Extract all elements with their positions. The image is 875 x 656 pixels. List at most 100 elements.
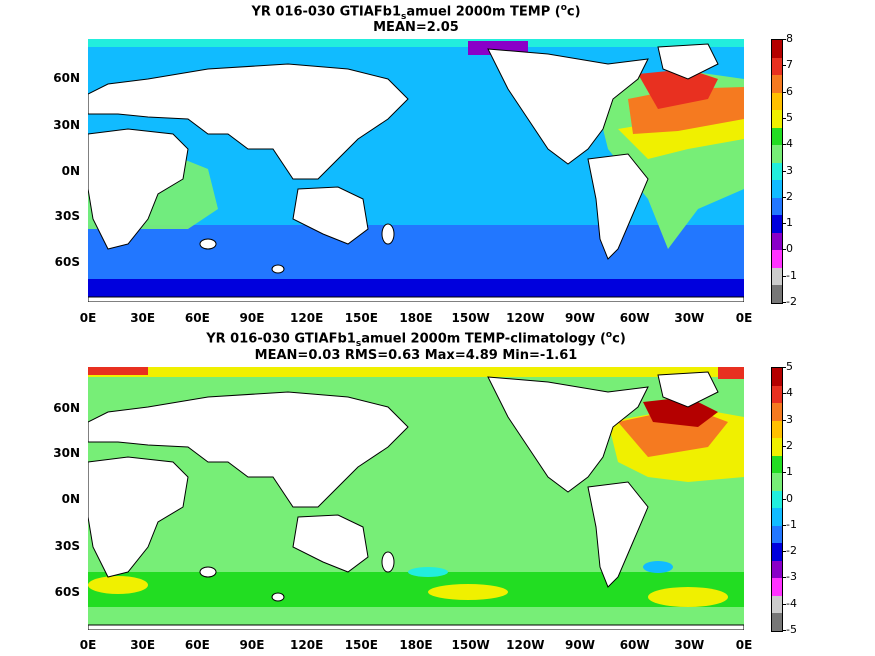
colorbar-tick bbox=[782, 249, 786, 251]
colorbar-tick bbox=[782, 117, 786, 119]
colorbar-swatch bbox=[772, 420, 782, 439]
colorbar-tick-label: 4 bbox=[786, 137, 793, 151]
colorbar-swatch bbox=[772, 473, 782, 492]
colorbar-swatch bbox=[772, 368, 782, 387]
panel1-lon-6: 180E bbox=[399, 311, 433, 325]
panel2-lon-7: 150W bbox=[451, 638, 490, 652]
colorbar-tick bbox=[782, 472, 786, 474]
colorbar-tick-label: 1 bbox=[786, 216, 793, 230]
colorbar-tick bbox=[782, 603, 786, 605]
panel1-atlantic-red bbox=[638, 69, 718, 109]
colorbar-swatch bbox=[772, 215, 782, 234]
colorbar-swatch bbox=[772, 162, 782, 181]
colorbar-swatch bbox=[772, 127, 782, 146]
colorbar-swatch bbox=[772, 385, 782, 404]
colorbar-tick bbox=[782, 91, 786, 93]
colorbar-swatch bbox=[772, 613, 782, 632]
panel1-lon-12: 0E bbox=[735, 311, 753, 325]
panel2-southern-green bbox=[88, 572, 744, 607]
colorbar-tick bbox=[782, 223, 786, 225]
panel1-lon-4: 120E bbox=[290, 311, 324, 325]
panel2-stats-label: MEAN=0.03 RMS=0.63 Max=4.89 Min=-1.61 bbox=[254, 348, 578, 363]
panel2-southern-yellow-3 bbox=[648, 587, 728, 607]
panel2-arctic-yellow bbox=[88, 367, 744, 377]
panel1-lat-60N: 60N bbox=[53, 71, 80, 85]
colorbar-tick-label: 3 bbox=[786, 412, 793, 426]
colorbar-tick-label: -2 bbox=[786, 295, 797, 308]
colorbar-tick bbox=[782, 419, 786, 421]
colorbar-tick-label: 5 bbox=[786, 110, 793, 124]
colorbar-swatch bbox=[772, 525, 782, 544]
panel2-atlantic-darkred bbox=[643, 397, 718, 427]
colorbar-swatch bbox=[772, 232, 782, 251]
colorbar-tick bbox=[782, 367, 786, 368]
panel2-lon-8: 120W bbox=[506, 638, 545, 652]
colorbar-tick-label: 8 bbox=[786, 32, 793, 45]
colorbar-tick-label: 3 bbox=[786, 163, 793, 177]
colorbar-tick bbox=[782, 577, 786, 579]
panel2-arctic-red-east bbox=[718, 367, 744, 379]
colorbar-swatch bbox=[772, 490, 782, 509]
colorbar-tick-label: 0 bbox=[786, 491, 793, 505]
colorbar-swatch bbox=[772, 250, 782, 269]
panel1-lat-60S: 60S bbox=[54, 255, 80, 269]
panel2-title-subscript: s bbox=[355, 338, 362, 349]
panel1-title-superscript: o bbox=[560, 3, 567, 13]
colorbar-swatch bbox=[772, 508, 782, 527]
panel2-lon-5: 150E bbox=[344, 638, 378, 652]
colorbar-tick bbox=[782, 144, 786, 146]
panel1-lon-10: 60W bbox=[619, 311, 650, 325]
colorbar-swatch bbox=[772, 403, 782, 422]
panel2-lon-3: 90E bbox=[239, 638, 265, 652]
panel1-lon-9: 90W bbox=[565, 311, 595, 325]
panel2-lon-12: 0E bbox=[735, 638, 753, 652]
panel2-title-superscript: o bbox=[605, 330, 613, 340]
colorbar-tick-label: 7 bbox=[786, 58, 793, 72]
colorbar-tick bbox=[782, 196, 786, 198]
colorbar-tick-label: 2 bbox=[786, 438, 793, 452]
colorbar-tick bbox=[782, 524, 786, 526]
panel2-lon-0: 0E bbox=[79, 638, 97, 652]
panel2-continents bbox=[88, 371, 744, 630]
panel2-lat-30N: 30N bbox=[53, 446, 80, 460]
panel2-lon-2: 60E bbox=[184, 638, 210, 652]
colorbar-swatch bbox=[772, 75, 782, 94]
panel1-lat-30N: 30N bbox=[53, 118, 80, 132]
colorbar-tick-label: 6 bbox=[786, 84, 793, 98]
colorbar-swatch bbox=[772, 543, 782, 562]
colorbar-tick-label: 2 bbox=[786, 189, 793, 203]
colorbar-tick bbox=[782, 551, 786, 553]
colorbar-tick bbox=[782, 630, 786, 631]
panel1-title: YR 016-030 GTIAFb1samuel 2000m TEMP (oc) bbox=[88, 0, 744, 25]
colorbar-tick-label: 1 bbox=[786, 465, 793, 479]
panel2-map-svg bbox=[88, 367, 744, 630]
colorbar-tick-label: -1 bbox=[786, 517, 797, 531]
panel1-map-svg bbox=[88, 39, 744, 302]
colorbar-swatch bbox=[772, 285, 782, 304]
panel1-mean-label: MEAN=2.05 bbox=[373, 20, 459, 35]
colorbar-swatch bbox=[772, 455, 782, 474]
colorbar-swatch bbox=[772, 197, 782, 216]
colorbar-tick bbox=[782, 65, 786, 67]
panel2-title-part-a: YR 016-030 GTIAFb1 bbox=[206, 331, 356, 347]
panel1-antarctic-band bbox=[88, 279, 744, 302]
panel2-title-part-b: amuel 2000m TEMP-climatology ( bbox=[361, 331, 606, 347]
panel2-lon-10: 60W bbox=[619, 638, 650, 652]
panel1-continents bbox=[88, 43, 744, 302]
colorbar-tick bbox=[782, 170, 786, 172]
colorbar-tick-label: -3 bbox=[786, 570, 797, 584]
colorbar-tick bbox=[782, 445, 786, 447]
panel2-title: YR 016-030 GTIAFb1samuel 2000m TEMP-clim… bbox=[88, 327, 744, 352]
panel1-lon-1: 30E bbox=[130, 311, 156, 325]
panel1-map bbox=[88, 39, 744, 302]
colorbar-swatch bbox=[772, 40, 782, 59]
colorbar-tick-label: -4 bbox=[786, 596, 797, 610]
colorbar-tick bbox=[782, 275, 786, 277]
colorbar-swatch bbox=[772, 92, 782, 111]
panel2-title-part-c: c) bbox=[612, 331, 626, 347]
panel1-lon-11: 30W bbox=[674, 311, 705, 325]
panel2-lat-0N: 0N bbox=[61, 492, 80, 506]
colorbar-tick bbox=[782, 393, 786, 395]
panel2-arctic-red-west bbox=[88, 367, 148, 375]
colorbar-swatch bbox=[772, 578, 782, 597]
